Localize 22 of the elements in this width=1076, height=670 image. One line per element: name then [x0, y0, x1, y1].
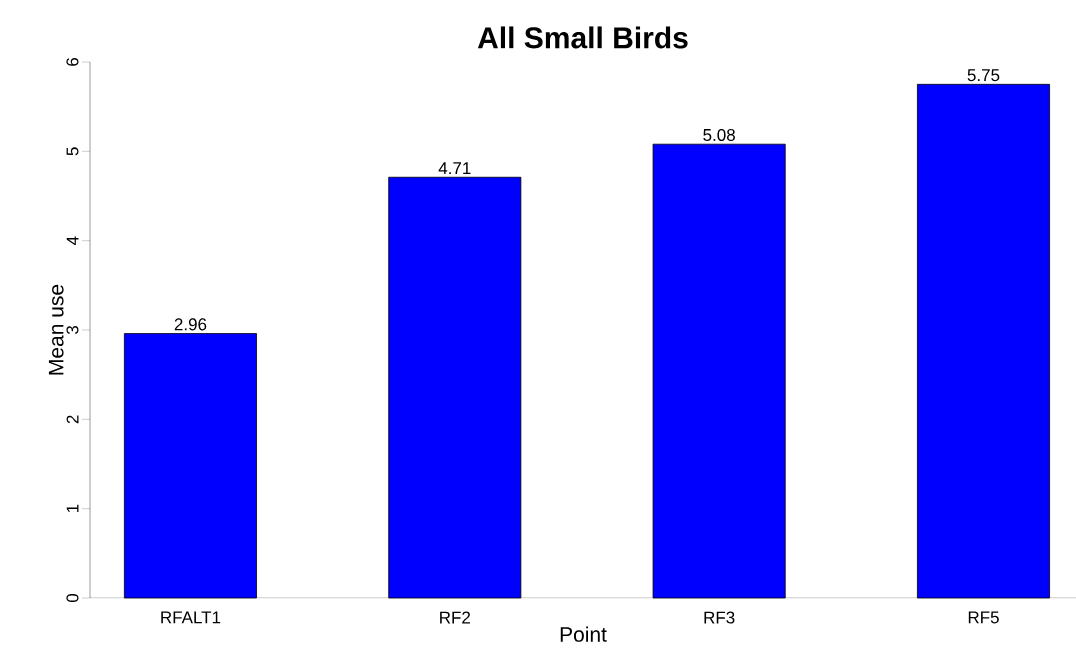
bar — [123, 333, 257, 599]
y-tick-label: 5 — [66, 147, 79, 156]
x-axis-title: Point — [560, 626, 607, 642]
x-tick-label: RF3 — [704, 611, 735, 624]
y-tick-label: 2 — [66, 415, 79, 424]
x-tick-label: RF2 — [440, 611, 470, 624]
y-tick-label: 6 — [66, 58, 79, 66]
y-tick-label: 0 — [66, 593, 79, 603]
y-tick-label: 4 — [66, 236, 79, 245]
data-label: 5.75 — [967, 69, 1000, 82]
y-axis-title: Mean use — [48, 284, 64, 375]
y-tick-label: 1 — [66, 504, 79, 513]
x-tick-label: RFALT1 — [161, 611, 221, 624]
bar — [652, 143, 786, 599]
chart-title: All Small Birds — [477, 26, 688, 49]
y-tick-label: 3 — [66, 326, 79, 335]
bar — [917, 83, 1050, 599]
data-label: 4.71 — [438, 162, 471, 175]
bar — [388, 176, 522, 599]
data-label: 5.08 — [703, 128, 735, 141]
x-tick-label: RF5 — [968, 611, 999, 624]
data-label: 2.96 — [174, 318, 207, 331]
